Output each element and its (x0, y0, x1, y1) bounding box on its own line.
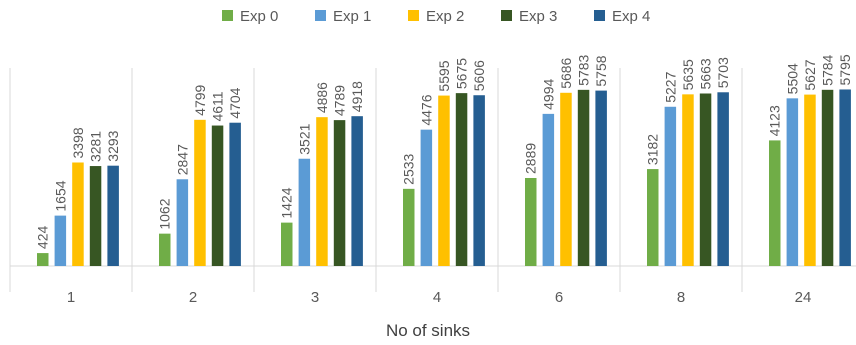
data-label: 4704 (227, 87, 243, 118)
legend-label: Exp 2 (426, 8, 464, 25)
bar-exp-3-cat-24 (821, 89, 834, 267)
data-label: 3398 (70, 127, 86, 158)
data-label: 3521 (296, 123, 312, 154)
legend-label: Exp 0 (240, 8, 278, 25)
legend-swatch (501, 10, 512, 21)
data-label: 1654 (52, 180, 68, 211)
bar-exp-4-cat-1 (107, 165, 119, 266)
legend-label: Exp 4 (612, 8, 650, 25)
legend-swatch (408, 10, 419, 21)
legend-swatch (222, 10, 233, 21)
data-label: 5227 (662, 71, 678, 102)
bar-exp-0-cat-6 (525, 177, 537, 266)
bar-exp-3-cat-2 (211, 125, 224, 267)
bar-exp-0-cat-3 (281, 222, 293, 266)
data-label: 424 (35, 226, 51, 250)
legend: Exp 0 Exp 1 Exp 2 Exp 3 Exp 4 (222, 8, 650, 25)
x-tick-label: 24 (795, 289, 812, 306)
data-label: 4123 (767, 105, 783, 136)
data-label: 2533 (401, 153, 417, 184)
bar-exp-4-cat-4 (473, 95, 485, 267)
data-label: 5595 (436, 60, 452, 91)
data-label: 1424 (279, 187, 295, 218)
data-label: 5758 (593, 55, 609, 86)
legend-swatch (594, 10, 605, 21)
bars (37, 89, 851, 267)
data-label: 5663 (698, 58, 714, 89)
plot-frame (9, 68, 856, 292)
bar-exp-0-cat-2 (159, 233, 171, 266)
x-tick-label: 2 (189, 289, 197, 306)
x-axis-ticks: 1 2 3 4 6 8 24 (67, 289, 812, 306)
bar-exp-2-cat-8 (682, 94, 694, 266)
x-axis-title: No of sinks (386, 321, 470, 340)
bar-exp-3-cat-8 (699, 93, 712, 266)
data-label: 5783 (576, 54, 592, 85)
bar-exp-2-cat-1 (72, 162, 84, 266)
bar-exp-3-cat-6 (577, 89, 590, 267)
data-label: 4994 (540, 79, 556, 110)
bar-exp-2-cat-6 (560, 92, 572, 267)
data-label: 5635 (680, 59, 696, 90)
data-label: 2847 (174, 144, 190, 175)
bar-exp-1-cat-24 (786, 98, 799, 266)
bar-exp-0-cat-24 (769, 140, 781, 266)
bar-exp-1-cat-6 (542, 113, 555, 266)
data-label: 3281 (88, 131, 104, 162)
data-label: 5504 (784, 63, 800, 94)
data-label: 5606 (471, 60, 487, 91)
bar-exp-1-cat-2 (176, 179, 189, 266)
bar-exp-2-cat-2 (194, 119, 206, 266)
data-label: 4886 (314, 82, 330, 113)
data-label: 5784 (820, 54, 836, 85)
data-label: 4476 (418, 94, 434, 125)
legend-swatch (315, 10, 326, 21)
data-label: 4611 (210, 91, 226, 121)
bar-exp-1-cat-1 (54, 215, 67, 266)
bar-exp-0-cat-4 (403, 188, 415, 266)
data-label: 5703 (715, 57, 731, 88)
x-tick-label: 1 (67, 289, 75, 306)
legend-label: Exp 1 (333, 8, 371, 25)
bar-exp-2-cat-3 (316, 117, 328, 267)
x-tick-label: 3 (311, 289, 319, 306)
bar-exp-1-cat-3 (298, 158, 311, 266)
data-label: 1062 (157, 198, 173, 229)
bar-exp-4-cat-8 (717, 92, 729, 266)
data-label: 5795 (837, 54, 853, 85)
data-label: 5686 (558, 57, 574, 88)
data-label: 2889 (523, 143, 539, 174)
bar-exp-2-cat-24 (804, 94, 816, 266)
bar-exp-4-cat-6 (595, 90, 607, 266)
bar-exp-3-cat-4 (455, 93, 468, 266)
bar-exp-3-cat-3 (333, 120, 346, 266)
bar-exp-0-cat-8 (647, 169, 659, 266)
x-tick-label: 8 (677, 289, 685, 306)
data-label: 5675 (454, 58, 470, 89)
bar-exp-1-cat-4 (420, 129, 433, 266)
data-label: 4799 (192, 84, 208, 115)
data-label: 3182 (645, 134, 661, 165)
bar-exp-4-cat-24 (839, 89, 851, 266)
data-label: 4918 (349, 81, 365, 112)
data-label: 4789 (332, 85, 348, 116)
legend-label: Exp 3 (519, 8, 557, 25)
bar-exp-4-cat-2 (229, 122, 241, 266)
x-tick-label: 4 (433, 289, 441, 306)
data-label: 5627 (802, 59, 818, 90)
bar-exp-3-cat-1 (89, 166, 102, 266)
bar-exp-1-cat-8 (664, 106, 677, 266)
bar-exp-0-cat-1 (37, 253, 49, 266)
bar-exp-2-cat-4 (438, 95, 450, 267)
x-tick-label: 6 (555, 289, 563, 306)
data-label: 3293 (105, 130, 121, 161)
bar-exp-4-cat-3 (351, 116, 363, 266)
